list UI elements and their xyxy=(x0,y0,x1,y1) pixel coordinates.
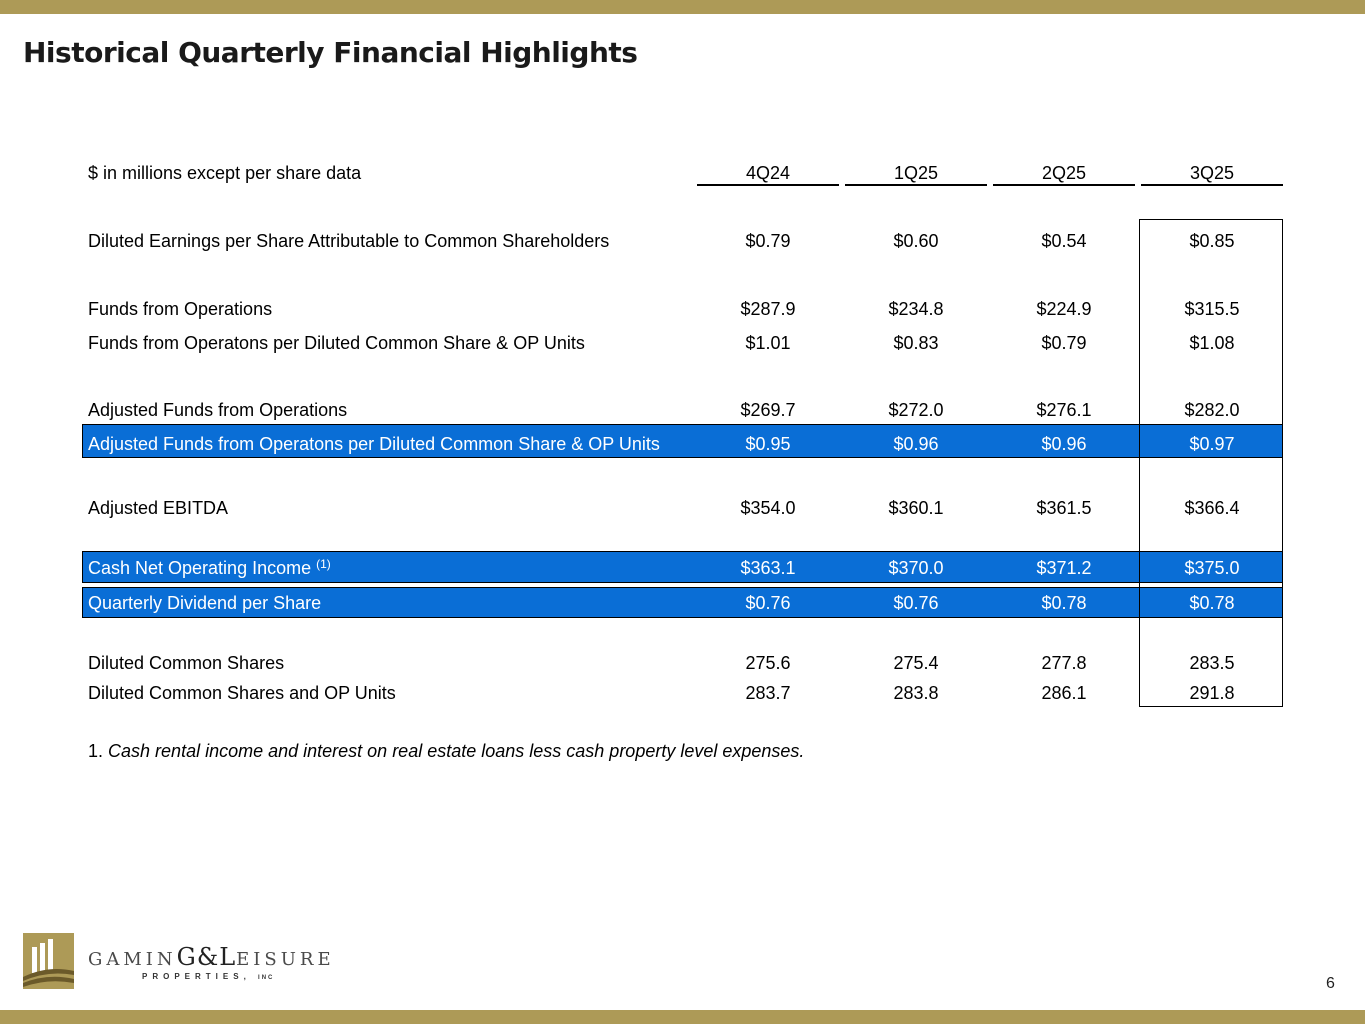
company-wordmark: GAMING&LEISURE xyxy=(88,943,335,971)
wordmark-part: EISURE xyxy=(236,949,335,970)
wordmark-part: G&L xyxy=(176,943,237,971)
top-gold-band xyxy=(0,0,1365,14)
row-label: Funds from Operations xyxy=(88,299,273,319)
table-cell: $0.96 xyxy=(893,434,939,454)
table-cell: $375.0 xyxy=(1184,558,1240,578)
table-cell: $269.7 xyxy=(740,400,796,420)
table-cell: $371.2 xyxy=(1036,558,1092,578)
table-cell: $282.0 xyxy=(1184,400,1240,420)
footnote-number: 1. xyxy=(88,741,104,761)
table-cell: $315.5 xyxy=(1184,299,1240,319)
table-cell: 283.8 xyxy=(893,683,939,703)
table-cell: $366.4 xyxy=(1184,498,1240,518)
table-cell: $0.79 xyxy=(745,231,791,251)
footnote-reference: (1) xyxy=(316,557,331,571)
table-cell: $0.96 xyxy=(1041,434,1087,454)
row-label: Adjusted Funds from Operatons per Dilute… xyxy=(88,434,660,454)
table-cell: $0.76 xyxy=(745,593,791,613)
table-cell: 286.1 xyxy=(1041,683,1087,703)
subline-suffix: INC xyxy=(258,975,275,981)
table-cell: $1.01 xyxy=(745,333,791,353)
bottom-gold-band xyxy=(0,1010,1365,1024)
footnote-text: Cash rental income and interest on real … xyxy=(108,741,805,761)
table-cell: $0.78 xyxy=(1041,593,1087,613)
table-cell: 283.5 xyxy=(1189,653,1235,673)
table-cell: $234.8 xyxy=(888,299,944,319)
column-header-4q24: 4Q24 xyxy=(745,163,791,183)
table-cell: $0.85 xyxy=(1189,231,1235,251)
row-label: Diluted Common Shares xyxy=(88,653,285,673)
row-label: Diluted Common Shares and OP Units xyxy=(88,683,396,703)
table-cell: $0.83 xyxy=(893,333,939,353)
table-cell: $0.97 xyxy=(1189,434,1235,454)
header-rule xyxy=(993,184,1135,186)
table-cell: $287.9 xyxy=(740,299,796,319)
page-title: Historical Quarterly Financial Highlight… xyxy=(23,36,638,69)
table-cell: 277.8 xyxy=(1041,653,1087,673)
highlight-bar-affo-per-share xyxy=(82,424,1283,458)
row-label-text: Cash Net Operating Income xyxy=(88,558,312,578)
company-subline: PROPERTIES, INC xyxy=(142,972,274,981)
table-cell: $0.76 xyxy=(893,593,939,613)
table-cell: $1.08 xyxy=(1189,333,1235,353)
table-cell: $0.60 xyxy=(893,231,939,251)
table-cell: $276.1 xyxy=(1036,400,1092,420)
row-label: Quarterly Dividend per Share xyxy=(88,593,322,613)
row-label: Funds from Operatons per Diluted Common … xyxy=(88,333,585,353)
wordmark-part: GAMIN xyxy=(88,949,177,970)
header-rule xyxy=(697,184,839,186)
table-cell: 283.7 xyxy=(745,683,791,703)
footnote: 1. Cash rental income and interest on re… xyxy=(88,741,804,762)
table-cell: $0.78 xyxy=(1189,593,1235,613)
page-number: 6 xyxy=(1326,975,1335,992)
row-label: Adjusted EBITDA xyxy=(88,498,229,518)
row-label: Adjusted Funds from Operations xyxy=(88,400,348,420)
table-cell: 275.6 xyxy=(745,653,791,673)
column-header-3q25: 3Q25 xyxy=(1189,163,1235,183)
highlight-bar-cash-noi xyxy=(82,551,1283,583)
table-cell: $363.1 xyxy=(740,558,796,578)
row-label: Cash Net Operating Income (1) xyxy=(88,557,331,579)
table-cell: $360.1 xyxy=(888,498,944,518)
subline-text: PROPERTIES, xyxy=(142,972,251,981)
header-rule xyxy=(845,184,987,186)
table-cell: $361.5 xyxy=(1036,498,1092,518)
company-logo-icon xyxy=(23,933,74,989)
table-cell: $370.0 xyxy=(888,558,944,578)
table-cell: $0.54 xyxy=(1041,231,1087,251)
column-header-1q25: 1Q25 xyxy=(893,163,939,183)
current-quarter-box xyxy=(1139,219,1283,707)
header-rule xyxy=(1141,184,1283,186)
table-cell: $0.95 xyxy=(745,434,791,454)
table-cell: $0.79 xyxy=(1041,333,1087,353)
table-cell: $272.0 xyxy=(888,400,944,420)
table-cell: 275.4 xyxy=(893,653,939,673)
table-cell: 291.8 xyxy=(1189,683,1235,703)
highlight-bar-dividend xyxy=(82,587,1283,618)
row-label: Diluted Earnings per Share Attributable … xyxy=(88,231,610,251)
units-label: $ in millions except per share data xyxy=(88,163,362,183)
table-cell: $224.9 xyxy=(1036,299,1092,319)
column-header-2q25: 2Q25 xyxy=(1041,163,1087,183)
table-cell: $354.0 xyxy=(740,498,796,518)
